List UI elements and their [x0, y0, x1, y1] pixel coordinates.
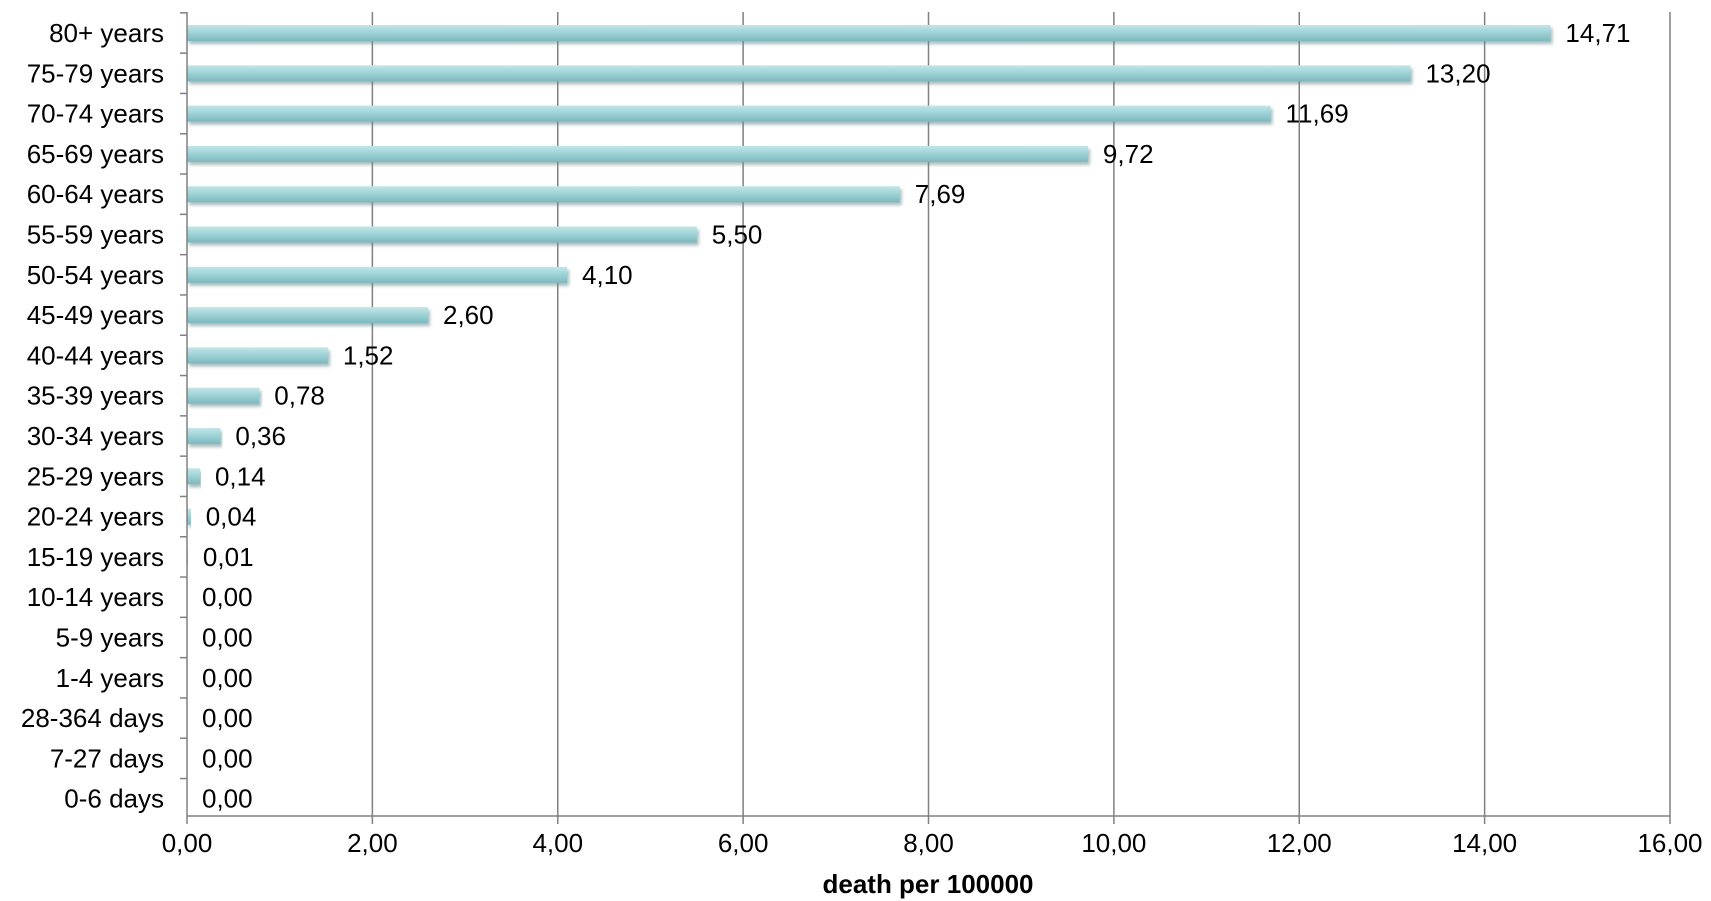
data-label: 0,78	[274, 381, 325, 411]
data-label: 0,01	[203, 542, 254, 572]
bar	[187, 226, 697, 243]
data-label: 0,00	[202, 703, 253, 733]
category-label: 1-4 years	[56, 663, 164, 693]
category-label: 10-14 years	[27, 582, 164, 612]
x-axis-title: death per 100000	[822, 869, 1033, 899]
bar	[187, 428, 221, 444]
data-label: 13,20	[1425, 58, 1490, 88]
data-label: 1,52	[343, 340, 394, 370]
x-tick-label: 4,00	[532, 828, 583, 858]
data-label: 0,00	[202, 743, 253, 773]
bar	[187, 186, 900, 203]
bar	[187, 468, 200, 485]
data-label: 11,69	[1286, 99, 1349, 129]
data-label: 0,04	[206, 502, 257, 532]
bar	[187, 307, 428, 324]
category-label: 30-34 years	[27, 421, 164, 451]
category-label: 50-54 years	[27, 260, 164, 290]
category-label: 25-29 years	[27, 461, 164, 491]
data-label: 0,36	[235, 421, 286, 451]
data-label: 0,00	[202, 663, 253, 693]
data-label: 0,00	[202, 582, 253, 612]
category-label: 5-9 years	[56, 623, 164, 653]
category-label: 70-74 years	[27, 99, 164, 129]
category-label: 60-64 years	[27, 179, 164, 209]
x-tick-label: 10,00	[1081, 828, 1146, 858]
category-label: 28-364 days	[21, 703, 164, 733]
bar	[187, 387, 260, 404]
x-tick-label: 2,00	[347, 828, 398, 858]
bar	[187, 25, 1551, 41]
data-label: 14,71	[1565, 18, 1630, 48]
category-label: 15-19 years	[27, 542, 164, 572]
axes	[180, 12, 1671, 824]
data-label: 9,72	[1103, 139, 1154, 169]
category-label: 40-44 years	[27, 340, 164, 370]
bar	[187, 347, 328, 364]
bar	[187, 266, 568, 283]
data-label: 7,69	[915, 179, 966, 209]
x-tick-label: 14,00	[1452, 828, 1517, 858]
category-label: 75-79 years	[27, 58, 164, 88]
data-label: 2,60	[443, 300, 494, 330]
bar	[187, 145, 1088, 162]
data-label: 0,14	[215, 461, 266, 491]
bars	[187, 25, 1551, 565]
bar	[187, 105, 1271, 122]
category-label: 80+ years	[49, 18, 164, 48]
category-label: 65-69 years	[27, 139, 164, 169]
data-label: 0,00	[202, 784, 253, 814]
category-label: 35-39 years	[27, 381, 164, 411]
category-label: 45-49 years	[27, 300, 164, 330]
category-label: 55-59 years	[27, 220, 164, 250]
bar	[187, 508, 191, 525]
category-label: 20-24 years	[27, 502, 164, 532]
category-label: 0-6 days	[64, 784, 164, 814]
bar	[187, 65, 1411, 82]
labels: 0,00 2,00 4,00 6,00 8,00 10,00 12,00 14,00 16,00…	[21, 18, 1703, 858]
x-tick-label: 12,00	[1267, 828, 1332, 858]
gridlines	[371, 12, 1671, 816]
x-tick-label: 6,00	[718, 828, 769, 858]
x-tick-label: 0,00	[162, 828, 213, 858]
data-label: 0,00	[202, 623, 253, 653]
x-tick-label: 16,00	[1637, 828, 1702, 858]
category-label: 7-27 days	[50, 743, 164, 773]
data-label: 5,50	[712, 220, 763, 250]
x-tick-label: 8,00	[903, 828, 954, 858]
data-label: 4,10	[582, 260, 633, 290]
